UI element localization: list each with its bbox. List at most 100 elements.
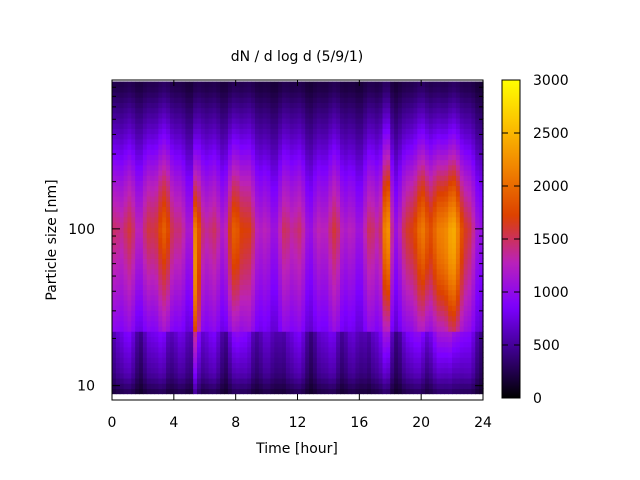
heat-cell [390,86,395,93]
heat-cell [197,149,202,155]
heat-cell [343,284,349,291]
heat-cell [185,284,190,291]
heat-cell [382,357,387,363]
heat-cell [332,216,337,223]
heat-cell [262,221,268,228]
heat-cell [262,351,268,358]
heat-cell [258,299,264,306]
heat-cell [278,185,283,192]
heat-cell [378,107,384,114]
heat-cell [289,128,295,135]
heat-cell [123,357,129,363]
heat-cell [309,123,314,129]
heat-cell [181,320,187,327]
heat-cell [139,211,144,218]
heat-cell [158,242,163,249]
heat-cell [119,102,125,109]
heat-cell [200,133,206,140]
heat-cell [274,367,279,374]
heat-cell [208,86,214,93]
heat-cell [231,377,237,384]
heat-cell [243,133,248,140]
heat-cell [413,242,418,249]
heat-cell [386,388,391,395]
heat-cell [428,128,434,135]
heat-cell [197,112,202,119]
heat-cell [355,81,360,88]
heat-cell [231,289,237,296]
heat-cell [166,388,171,395]
heat-cell [220,164,225,171]
heat-cell [278,377,283,384]
heat-cell [154,351,159,358]
heat-cell [405,143,411,150]
heat-cell [181,97,187,103]
heat-cell [421,185,426,192]
heat-cell [289,310,295,317]
heat-cell [208,175,214,181]
heat-cell [413,117,418,124]
heat-cell [243,284,248,291]
heat-cell [425,107,430,114]
heat-cell [336,242,341,249]
heat-cell [293,123,299,129]
heat-cell [270,247,275,254]
heat-cell [340,351,345,358]
heat-cell [224,221,229,228]
heat-cell [282,294,287,301]
heat-cell [417,107,422,114]
heat-cell [112,138,117,145]
heat-cell [115,195,121,202]
heat-cell [425,128,430,135]
heat-cell [413,237,418,244]
heat-cell [343,81,349,88]
heat-cell [401,190,407,197]
heat-cell [200,81,206,88]
heat-cell [166,102,171,109]
heat-cell [370,294,376,301]
heat-cell [150,258,156,265]
heat-cell [142,232,148,239]
heat-cell [270,154,275,161]
heat-cell [425,154,430,161]
heat-cell [224,253,229,259]
heat-cell [382,273,387,280]
heat-cell [262,227,268,233]
heat-cell [347,201,353,207]
heat-cell [112,242,117,249]
heat-cell [328,341,333,348]
heat-cell [204,372,210,379]
heat-cell [231,294,237,301]
heat-cell [212,185,217,192]
heat-cell [212,294,217,301]
heat-cell [316,351,322,358]
heat-cell [135,336,140,343]
heat-cell [432,362,438,369]
heat-cell [328,123,333,129]
heat-cell [119,190,125,197]
heat-cell [324,242,330,249]
heat-cell [204,102,210,109]
heat-cell [328,362,333,369]
heat-cell [297,242,302,249]
heat-cell [343,388,349,395]
heat-cell [336,216,341,223]
heat-cell [336,315,341,322]
heat-cell [115,258,121,265]
heat-cell [212,299,217,306]
heat-cell [173,253,179,259]
heat-cell [316,86,322,93]
heat-cell [428,325,434,332]
heat-cell [405,221,411,228]
heat-cell [262,107,268,114]
heat-cell [166,180,171,187]
heat-cell [274,195,279,202]
heat-cell [189,377,194,384]
heat-cell [115,315,121,322]
heat-cell [150,211,156,218]
heat-cell [336,237,341,244]
heat-cell [428,357,434,363]
heat-cell [212,346,217,353]
heat-cell [258,325,264,332]
heat-cell [409,331,415,337]
